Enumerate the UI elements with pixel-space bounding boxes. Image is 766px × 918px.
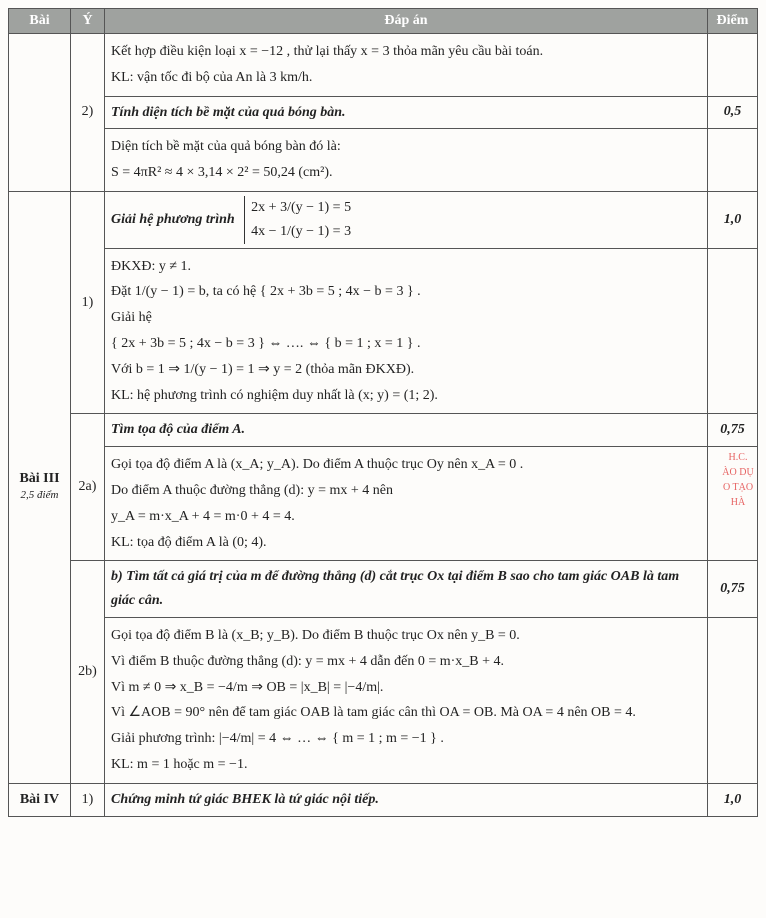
cell-diem: 1,0: [708, 783, 758, 816]
bai-label: Bài III: [19, 471, 59, 486]
header-row: Bài Ý Đáp án Điểm: [9, 9, 758, 34]
cell-answer: Chứng minh tứ giác BHEK là tứ giác nội t…: [105, 783, 708, 816]
cell-answer: b) Tìm tất cả giá trị của m để đường thẳ…: [105, 561, 708, 618]
text-line: y_A = m·x_A + 4 = m·0 + 4 = 4.: [111, 505, 701, 529]
cell-diem-empty: [708, 34, 758, 97]
cell-diem-empty: [708, 248, 758, 414]
text-line: Vì ∠AOB = 90° nên để tam giác OAB là tam…: [111, 701, 701, 725]
header-bai: Bài: [9, 9, 71, 34]
text-line: Giải hệ: [111, 306, 701, 330]
table-row: Tính diện tích bề mặt của quả bóng bàn. …: [9, 96, 758, 129]
answer-table: Bài Ý Đáp án Điểm 2) Kết hợp điều kiện l…: [8, 8, 758, 817]
text-line: Vì điểm B thuộc đường thẳng (d): y = mx …: [111, 650, 701, 674]
table-row: 2b) b) Tìm tất cả giá trị của m để đường…: [9, 561, 758, 618]
text-line: { 2x + 3b = 5 ; 4x − b = 3 } ⇔ …. ⇔ { b …: [111, 332, 701, 356]
bai-sublabel: 2,5 điểm: [21, 489, 59, 501]
cell-diem: 0,75: [708, 414, 758, 447]
cell-diem-empty: [708, 447, 758, 561]
cell-y: 2b): [71, 561, 105, 783]
cell-bai-empty: [9, 34, 71, 192]
section-title: b) Tìm tất cả giá trị của m để đường thẳ…: [111, 569, 679, 608]
text-line: Kết hợp điều kiện loại x = −12 , thử lại…: [111, 40, 701, 64]
cell-y: 2a): [71, 414, 105, 561]
cell-answer: ĐKXĐ: y ≠ 1. Đặt 1/(y − 1) = b, ta có hệ…: [105, 248, 708, 414]
text-line: KL: m = 1 hoặc m = −1.: [111, 753, 701, 777]
header-y: Ý: [71, 9, 105, 34]
text-line: Gọi tọa độ điểm B là (x_B; y_B). Do điểm…: [111, 624, 701, 648]
sys-line1: 2x + 3/(y − 1) = 5: [251, 200, 351, 215]
cell-diem: 1,0: [708, 191, 758, 248]
cell-answer: Gọi tọa độ điểm B là (x_B; y_B). Do điểm…: [105, 617, 708, 783]
cell-diem-empty: [708, 129, 758, 192]
cell-bai: Bài IV: [9, 783, 71, 816]
table-row: Bài III 2,5 điểm 1) Giải hệ phương trình…: [9, 191, 758, 248]
text-line: Đặt 1/(y − 1) = b, ta có hệ { 2x + 3b = …: [111, 280, 701, 304]
cell-answer: Tính diện tích bề mặt của quả bóng bàn.: [105, 96, 708, 129]
cell-diem: 0,75: [708, 561, 758, 618]
section-title: Tính diện tích bề mặt của quả bóng bàn.: [111, 105, 346, 120]
text-line: Diện tích bề mặt của quả bóng bàn đó là:: [111, 135, 701, 159]
cell-answer: Diện tích bề mặt của quả bóng bàn đó là:…: [105, 129, 708, 192]
text-line: KL: tọa độ điểm A là (0; 4).: [111, 531, 701, 555]
section-title: Tìm tọa độ của điểm A.: [111, 422, 245, 437]
table-row: Bài IV 1) Chứng minh tứ giác BHEK là tứ …: [9, 783, 758, 816]
cell-y: 2): [71, 34, 105, 192]
text-line: Với b = 1 ⇒ 1/(y − 1) = 1 ⇒ y = 2 (thỏa …: [111, 358, 701, 382]
table-row: Diện tích bề mặt của quả bóng bàn đó là:…: [9, 129, 758, 192]
cell-bai: Bài III 2,5 điểm: [9, 191, 71, 783]
system-brace: 2x + 3/(y − 1) = 5 4x − 1/(y − 1) = 3: [244, 196, 351, 244]
cell-diem: 0,5: [708, 96, 758, 129]
text-line: S = 4πR² ≈ 4 × 3,14 × 2² = 50,24 (cm²).: [111, 161, 701, 185]
header-dapan: Đáp án: [105, 9, 708, 34]
page-wrapper: Bài Ý Đáp án Điểm 2) Kết hợp điều kiện l…: [8, 8, 758, 817]
table-row: 2) Kết hợp điều kiện loại x = −12 , thử …: [9, 34, 758, 97]
text-line: KL: vận tốc đi bộ của An là 3 km/h.: [111, 66, 701, 90]
table-row: 2a) Tìm tọa độ của điểm A. 0,75: [9, 414, 758, 447]
text-line: ĐKXĐ: y ≠ 1.: [111, 255, 701, 279]
cell-y: 1): [71, 783, 105, 816]
sys-line2: 4x − 1/(y − 1) = 3: [251, 224, 351, 239]
section-title: Giải hệ phương trình: [111, 212, 235, 227]
cell-diem-empty: [708, 617, 758, 783]
cell-answer: Gọi tọa độ điểm A là (x_A; y_A). Do điểm…: [105, 447, 708, 561]
table-row: Gọi tọa độ điểm B là (x_B; y_B). Do điểm…: [9, 617, 758, 783]
text-line: Do điểm A thuộc đường thẳng (d): y = mx …: [111, 479, 701, 503]
table-row: ĐKXĐ: y ≠ 1. Đặt 1/(y − 1) = b, ta có hệ…: [9, 248, 758, 414]
table-row: Gọi tọa độ điểm A là (x_A; y_A). Do điểm…: [9, 447, 758, 561]
text-line: Gọi tọa độ điểm A là (x_A; y_A). Do điểm…: [111, 453, 701, 477]
header-diem: Điểm: [708, 9, 758, 34]
cell-y: 1): [71, 191, 105, 413]
text-line: KL: hệ phương trình có nghiệm duy nhất l…: [111, 384, 701, 408]
cell-answer: Giải hệ phương trình 2x + 3/(y − 1) = 5 …: [105, 191, 708, 248]
cell-answer: Tìm tọa độ của điểm A.: [105, 414, 708, 447]
text-line: Vì m ≠ 0 ⇒ x_B = −4/m ⇒ OB = |x_B| = |−4…: [111, 676, 701, 700]
section-title: Chứng minh tứ giác BHEK là tứ giác nội t…: [111, 792, 379, 807]
cell-answer: Kết hợp điều kiện loại x = −12 , thử lại…: [105, 34, 708, 97]
text-line: Giải phương trình: |−4/m| = 4 ⇔ … ⇔ { m …: [111, 727, 701, 751]
